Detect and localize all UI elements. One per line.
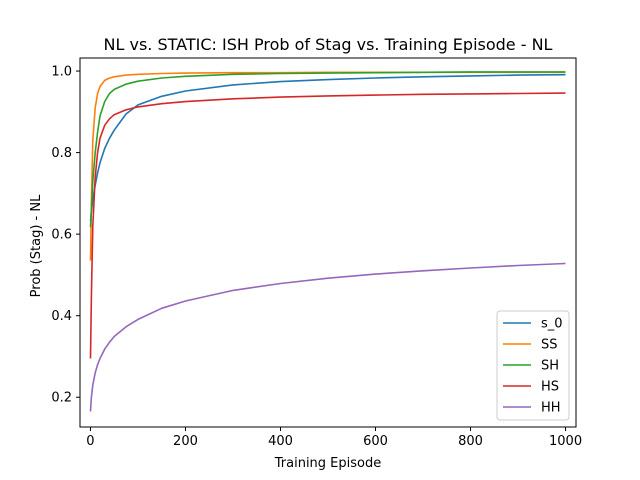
x-tick-label: 0	[86, 434, 94, 449]
series-line-s-0	[89, 73, 566, 222]
series-line-hs	[89, 92, 566, 359]
legend-label-ss: SS	[541, 338, 558, 353]
chart-title: NL vs. STATIC: ISH Prob of Stag vs. Trai…	[104, 35, 553, 54]
legend-label-s-0: s_0	[541, 317, 563, 332]
series-line-sh	[89, 71, 566, 228]
series-layer	[89, 71, 566, 412]
x-tick-label: 800	[458, 434, 483, 449]
y-tick-label: 0.8	[51, 146, 72, 161]
x-tick-label: 400	[268, 434, 293, 449]
legend-label-sh: SH	[541, 359, 559, 374]
legend-box	[496, 310, 570, 421]
y-tick-label: 0.6	[51, 228, 72, 243]
y-axis-label: Prob (Stag) - NL	[29, 194, 44, 297]
x-tick-label: 600	[363, 434, 388, 449]
legend: s_0 SS SH HS HH	[496, 310, 570, 421]
legend-label-hh: HH	[541, 401, 561, 416]
x-axis-label: Training Episode	[274, 456, 381, 471]
y-tick-label: 0.4	[51, 309, 72, 324]
series-line-hh	[89, 262, 566, 412]
plot-frame	[79, 57, 577, 428]
y-tick-label: 0.2	[51, 391, 72, 406]
x-tick-label: 1000	[549, 434, 582, 449]
y-tick-label: 1.0	[51, 65, 72, 80]
x-tick-label: 200	[173, 434, 198, 449]
legend-label-hs: HS	[541, 380, 559, 395]
tick-layer: 0 200 400 600 800 1000 0.2 0.4 0.6 0.8 1.0	[51, 65, 582, 449]
